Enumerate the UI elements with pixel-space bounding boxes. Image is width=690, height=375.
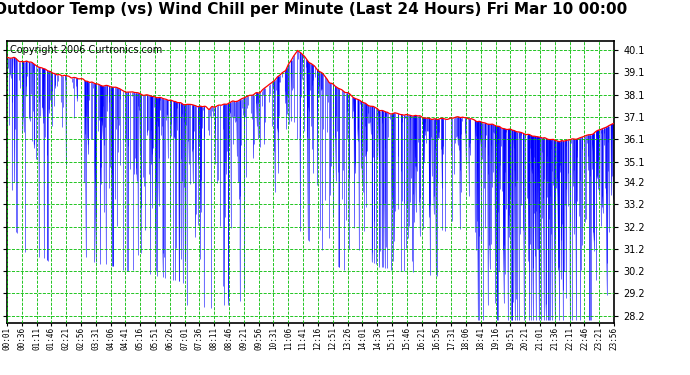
Text: Copyright 2006 Curtronics.com: Copyright 2006 Curtronics.com — [10, 45, 162, 56]
Text: Outdoor Temp (vs) Wind Chill per Minute (Last 24 Hours) Fri Mar 10 00:00: Outdoor Temp (vs) Wind Chill per Minute … — [0, 2, 627, 17]
